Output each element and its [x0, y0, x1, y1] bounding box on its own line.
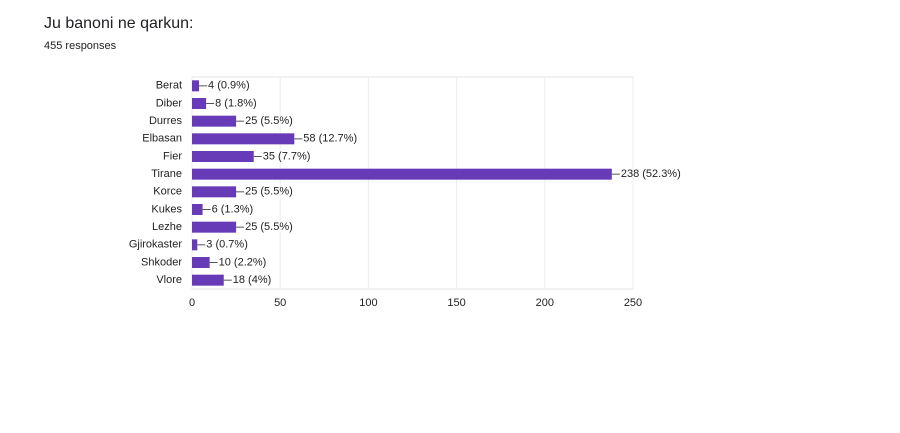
bar	[192, 115, 237, 127]
value-label: 58 (12.7%)	[303, 133, 357, 145]
bar	[192, 274, 224, 286]
bar	[192, 133, 295, 145]
value-label: 35 (7.7%)	[263, 150, 311, 162]
bar	[192, 80, 200, 92]
bar	[192, 239, 198, 251]
bar	[192, 98, 207, 109]
value-label: 25 (5.5%)	[245, 115, 293, 127]
value-label: 10 (2.2%)	[219, 256, 267, 268]
value-label: 25 (5.5%)	[245, 221, 293, 233]
x-tick-label: 200	[536, 297, 554, 309]
x-tick-label: 150	[447, 297, 465, 309]
y-tick-label: Durres	[149, 115, 183, 127]
x-tick-label: 50	[274, 297, 286, 309]
value-label: 3 (0.7%)	[206, 239, 248, 251]
value-label: 18 (4%)	[233, 274, 272, 286]
value-label: 238 (52.3%)	[621, 168, 681, 180]
value-label: 25 (5.5%)	[245, 186, 293, 198]
y-tick-label: Vlore	[156, 274, 182, 286]
bar	[192, 151, 254, 162]
y-tick-label: Korce	[153, 186, 182, 198]
bar	[192, 204, 203, 215]
chart-subtitle: 455 responses	[44, 40, 117, 52]
y-tick-label: Lezhe	[152, 221, 182, 233]
y-tick-label: Berat	[156, 80, 182, 92]
chart-title: Ju banoni ne qarkun:	[44, 15, 193, 32]
x-tick-label: 100	[359, 297, 377, 309]
value-label: 6 (1.3%)	[212, 203, 254, 215]
y-tick-label: Fier	[163, 150, 182, 162]
bar	[192, 257, 210, 268]
y-tick-label: Diber	[156, 97, 183, 109]
x-tick-label: 0	[189, 297, 195, 309]
bar	[192, 221, 237, 233]
y-tick-label: Tirane	[151, 168, 182, 180]
value-label: 4 (0.9%)	[208, 80, 250, 92]
y-tick-label: Kukes	[151, 203, 182, 215]
x-tick-label: 250	[624, 297, 642, 309]
y-tick-label: Elbasan	[142, 133, 182, 145]
bar	[192, 186, 237, 198]
value-label: 8 (1.8%)	[215, 97, 257, 109]
bar	[192, 168, 612, 180]
y-tick-label: Gjirokaster	[129, 239, 183, 251]
y-tick-label: Shkoder	[141, 256, 182, 268]
